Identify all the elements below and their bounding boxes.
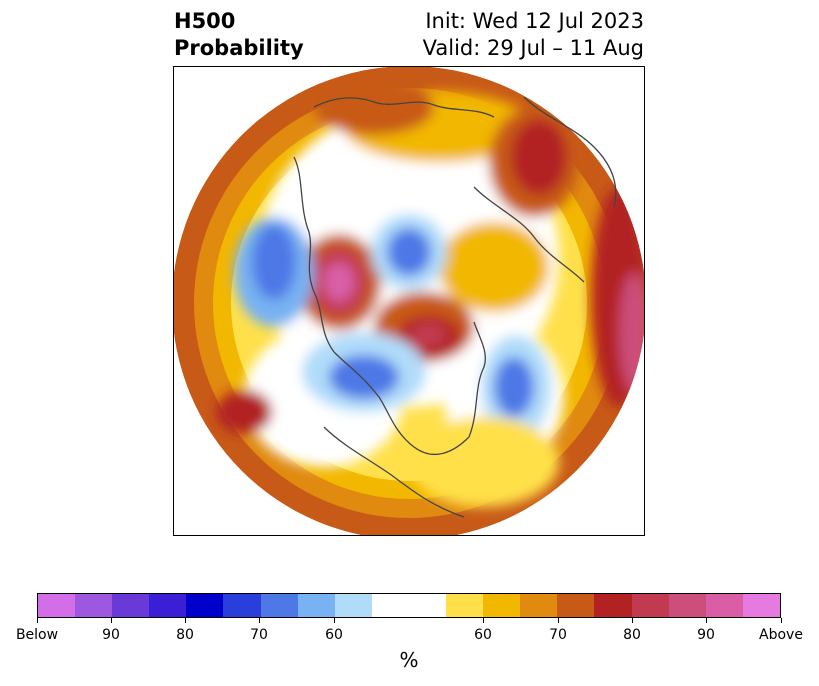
colorbar-segment-below-60 [297, 594, 335, 617]
south-above-band [409, 417, 559, 507]
title-quantity: Probability [174, 36, 304, 60]
colorbar-segment-below-90 [75, 594, 113, 617]
colorbar-segment-above-55 [446, 594, 484, 617]
probability-field [174, 67, 644, 535]
init-date: Init: Wed 12 Jul 2023 [425, 9, 644, 33]
probability-map [173, 66, 645, 536]
colorbar-segment-above-90 [705, 594, 743, 617]
colorbar-unit: % [399, 648, 419, 672]
forecast-dates: Init: Wed 12 Jul 2023 Valid: 29 Jul – 11… [423, 8, 644, 62]
sw-above-core [216, 390, 272, 434]
colorbar-segment-below-55 [334, 594, 372, 617]
north-below-core [387, 228, 431, 276]
colorbar-tick-label: 60 [474, 627, 492, 643]
title-variable: H500 [174, 9, 236, 33]
colorbar-tick [632, 618, 633, 623]
polar-map-svg [174, 67, 644, 535]
colorbar-tick-label: 90 [102, 627, 120, 643]
west-above-peak [323, 262, 355, 302]
ne-above-core [511, 119, 567, 195]
colorbar-segment-below-100 [38, 594, 76, 617]
colorbar-tick [558, 618, 559, 623]
valid-period: Valid: 29 Jul – 11 Aug [422, 36, 644, 60]
coastlines [293, 96, 617, 518]
continent-coastline [323, 426, 465, 518]
colorbar-tick [185, 618, 186, 623]
colorbar-segment-below-75 [186, 594, 224, 617]
colorbar-segment-above-80 [631, 594, 669, 617]
west-coastline [293, 156, 335, 353]
colorbar-segment-above-60 [483, 594, 521, 617]
colorbar-tick-label: 70 [250, 627, 268, 643]
north-above-core [314, 79, 434, 135]
colorbar-segment-above-75 [594, 594, 632, 617]
colorbar-tick-label: Below [15, 627, 59, 643]
colorbar-segment-above-85 [668, 594, 706, 617]
colorbar-tick [334, 618, 335, 623]
colorbar [37, 593, 781, 618]
central-above-peak [411, 323, 447, 347]
colorbar-segment-below-85 [112, 594, 150, 617]
anomaly-blobs [216, 79, 644, 507]
colorbar-tick [706, 618, 707, 623]
east-coastline [468, 321, 486, 438]
colorbar-tick-label: 90 [697, 627, 715, 643]
colorbar-tick [483, 618, 484, 623]
colorbar-tick-label: 80 [623, 627, 641, 643]
colorbar-segment-below-80 [149, 594, 187, 617]
colorbar-tick [37, 618, 38, 623]
colorbar-segment-below-70 [223, 594, 261, 617]
colorbar-tick-label: Above [759, 627, 803, 643]
arctic-coastline [313, 97, 495, 118]
colorbar-tick [781, 618, 782, 623]
colorbar-tick-label: 80 [176, 627, 194, 643]
eurasia-coastline [473, 186, 585, 283]
east-below-core [494, 357, 534, 417]
south-below-core [329, 355, 399, 399]
colorbar-tick [259, 618, 260, 623]
nw-below-core [252, 224, 296, 300]
colorbar-tick [111, 618, 112, 623]
east-above-band [439, 222, 549, 312]
colorbar-segment-above-100 [742, 594, 780, 617]
colorbar-tick-label: 70 [549, 627, 567, 643]
colorbar-tick-label: 60 [325, 627, 343, 643]
colorbar-segment-below-65 [260, 594, 298, 617]
colorbar-segment-above-65 [520, 594, 558, 617]
northeast-coastline [523, 96, 617, 208]
south-coastline [333, 351, 470, 456]
colorbar-segment-above-70 [557, 594, 595, 617]
chart-title: H500 Probability [174, 8, 304, 62]
colorbar-segment-neutral [371, 594, 447, 617]
